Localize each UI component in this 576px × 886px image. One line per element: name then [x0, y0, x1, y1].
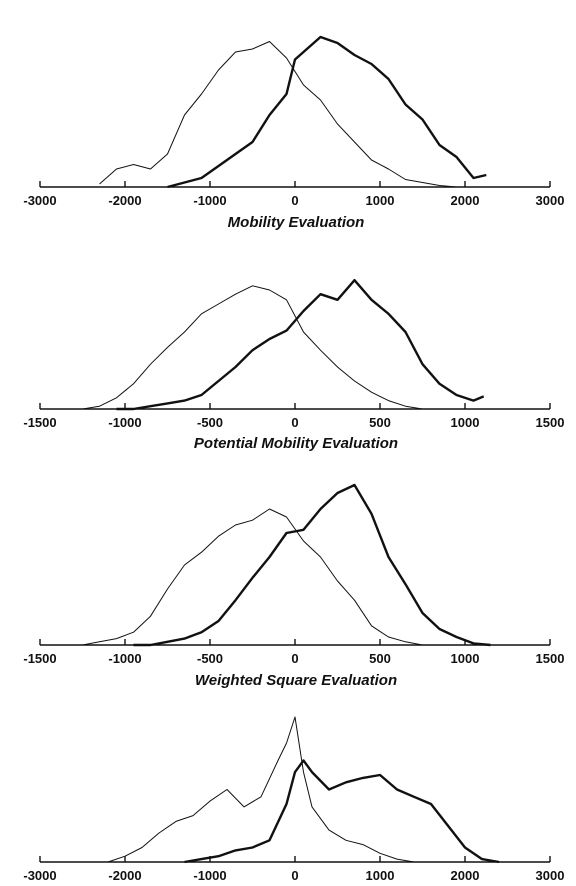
x-tick-label: -1000: [108, 415, 141, 430]
x-tick-label: 0: [291, 868, 298, 883]
x-tick-label: 1000: [366, 193, 395, 208]
panel-mobility: Mobility Evaluation -3000 -2000 -1000 0 1000…: [23, 35, 565, 231]
x-tick-label: -500: [197, 415, 223, 430]
x-tick-label: -1500: [23, 651, 56, 666]
series-line-thick: [116, 279, 485, 411]
x-tick-label: -3000: [23, 868, 56, 883]
x-tick-label: -500: [197, 651, 223, 666]
panel-title: Potential Mobility Evaluation: [194, 435, 398, 452]
x-tick-label: 0: [291, 193, 298, 208]
x-tick-label: -2000: [108, 868, 141, 883]
panel-title: Mobility Evaluation: [228, 214, 365, 231]
series-line-thin: [82, 508, 440, 646]
x-tick-label: -2000: [108, 193, 141, 208]
x-tick-label: 2000: [451, 193, 480, 208]
x-tick-label: 0: [291, 415, 298, 430]
x-tick-label: 1500: [536, 651, 565, 666]
x-tick-label: 1000: [451, 651, 480, 666]
x-tick-label: -1000: [193, 868, 226, 883]
x-tick-label: 1000: [366, 868, 395, 883]
x-tick-label: -1000: [108, 651, 141, 666]
x-tick-label: -1000: [193, 193, 226, 208]
x-tick-label: 3000: [536, 193, 565, 208]
series-line-thick: [184, 759, 500, 864]
x-tick-label: 2000: [451, 868, 480, 883]
x-tick-label: -1500: [23, 415, 56, 430]
series-line-thin: [82, 285, 440, 410]
panel-title: Weighted Square Evaluation: [195, 672, 397, 689]
x-tick-label: 500: [369, 651, 391, 666]
panel-potential-mobility: Potential Mobility Evaluation -1500 -1000…: [23, 279, 565, 452]
x-tick-label: 0: [291, 651, 298, 666]
series-line-thin: [99, 41, 457, 188]
series-line-thick: [167, 35, 487, 189]
x-tick-label: -3000: [23, 193, 56, 208]
x-tick-label: 1500: [536, 415, 565, 430]
panel-weighted-square: Weighted Square Evaluation -1500 -1000 -50…: [23, 483, 565, 689]
x-tick-label: 500: [369, 415, 391, 430]
series-line-thin: [107, 716, 431, 863]
x-tick-label: 3000: [536, 868, 565, 883]
x-tick-label: 1000: [451, 415, 480, 430]
panel-unlabeled: -3000 -2000 -1000 0 1000 2000 3000: [23, 716, 565, 883]
series-line-thick: [133, 483, 491, 647]
